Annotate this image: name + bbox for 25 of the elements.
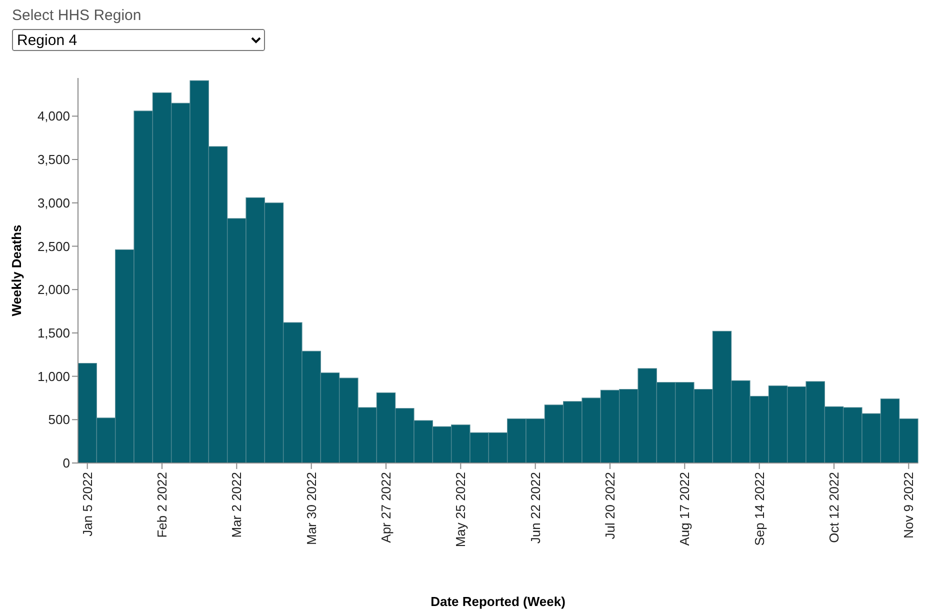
x-tick-label: Apr 27 2022 [378,472,394,543]
y-tick-label: 0 [62,456,70,471]
x-tick-label: Nov 9 2022 [901,472,916,538]
y-tick-label: 2,500 [37,238,70,254]
x-tick-label: Feb 2 2022 [154,472,170,538]
y-tick-label: 2,000 [37,282,70,298]
y-axis-title: Weekly Deaths [9,224,24,316]
x-tick-label: Aug 17 2022 [677,472,692,546]
x-tick-label: Sep 14 2022 [752,472,767,546]
x-tick-label: Mar 30 2022 [304,472,319,545]
x-tick-label: Jul 20 2022 [602,472,618,540]
x-tick-label: Mar 2 2022 [229,472,244,538]
x-tick-label: Jan 5 2022 [80,472,95,536]
x-tick-label: May 25 2022 [453,472,468,548]
x-tick-label: Oct 12 2022 [826,472,842,543]
y-tick-label: 1,000 [37,368,70,384]
y-tick-label: 3,500 [37,152,70,168]
y-tick-label: 1,500 [37,325,70,340]
region-dropdown: Region 4 [12,29,265,51]
x-axis-title: Date Reported (Week) [430,594,566,609]
y-tick-label: 3,000 [37,195,70,210]
text: Select HHS Region [12,7,142,24]
x-tick-label: Jun 22 2022 [528,472,543,544]
y-tick-label: 4,000 [37,108,70,124]
y-tick-label: 500 [48,412,70,428]
